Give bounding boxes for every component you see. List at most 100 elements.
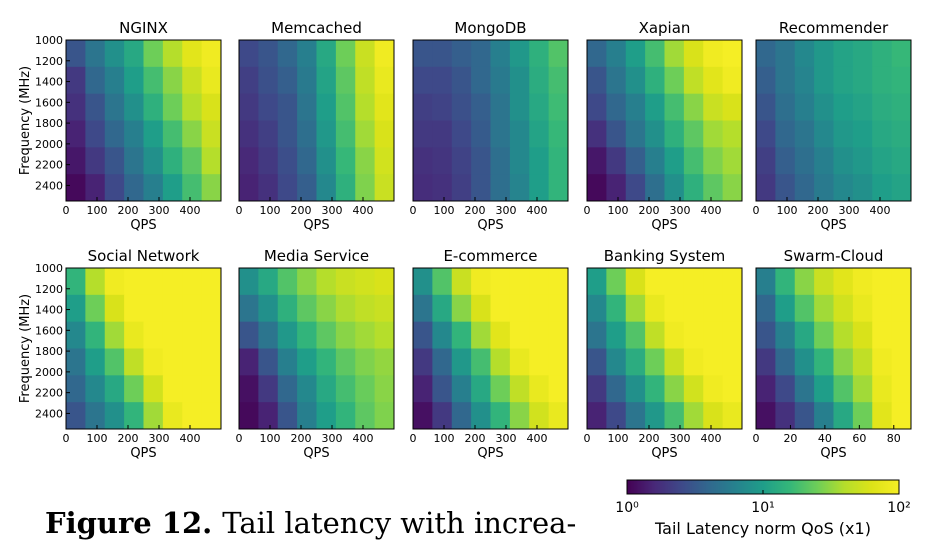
- heatmap-cell: [529, 268, 550, 296]
- heatmap-cell: [335, 174, 356, 202]
- heatmap-cell: [451, 268, 472, 296]
- heatmap-cell: [814, 294, 834, 323]
- x-tick-label: 200: [291, 204, 312, 217]
- heatmap-cell: [432, 174, 453, 202]
- y-tick-label: 2400: [35, 407, 63, 420]
- heatmap-cell: [756, 93, 776, 121]
- x-tick-label: 300: [670, 432, 691, 445]
- heatmap-cell: [625, 375, 646, 403]
- heatmap-cell: [645, 321, 665, 349]
- heatmap-cell: [833, 321, 854, 349]
- panel-title: E-commerce: [443, 247, 537, 265]
- heatmap-cell: [490, 321, 511, 349]
- heatmap-cell: [451, 66, 472, 95]
- heatmap-cell: [239, 294, 259, 323]
- heatmap-cell: [872, 40, 893, 68]
- x-axis-label: QPS: [303, 218, 329, 233]
- heatmap-cell: [335, 321, 356, 349]
- heatmap-cell: [258, 402, 279, 430]
- heatmap-cell: [664, 375, 685, 403]
- heatmap-cell: [162, 93, 183, 121]
- heatmap-cell: [490, 294, 511, 323]
- heatmap-cell: [529, 147, 550, 175]
- heatmap-cell: [722, 120, 743, 148]
- heatmap-cell: [548, 174, 569, 202]
- heatmap-cell: [625, 268, 646, 296]
- heatmap-cell: [645, 120, 665, 148]
- x-tick-label: 300: [496, 204, 517, 217]
- heatmap-cell: [182, 375, 203, 403]
- heatmap-cell: [182, 40, 203, 68]
- heatmap-cell: [664, 268, 685, 296]
- heatmap-cell: [104, 268, 125, 296]
- panel-title: Media Service: [264, 247, 369, 265]
- caption: Figure 12. Tail latency with increa-: [45, 506, 576, 540]
- heatmap-cell: [182, 174, 203, 202]
- heatmap-cell: [490, 93, 511, 121]
- heatmap-cell: [239, 375, 259, 403]
- heatmap-cell: [451, 375, 472, 403]
- heatmap-cell: [833, 147, 854, 175]
- heatmap-cell: [335, 147, 356, 175]
- x-tick-label: 0: [584, 204, 591, 217]
- heatmap-cell: [664, 120, 685, 148]
- heatmap-cell: [756, 120, 776, 148]
- heatmap-cell: [587, 120, 607, 148]
- heatmap-cell: [722, 268, 743, 296]
- x-tick-label: 0: [584, 432, 591, 445]
- heatmap-cell: [529, 375, 550, 403]
- heatmap-cell: [258, 120, 279, 148]
- heatmap-cell: [794, 268, 815, 296]
- heatmap-cell: [258, 174, 279, 202]
- heatmap-cell: [722, 93, 743, 121]
- heatmap-cell: [162, 174, 183, 202]
- plot-frame: [412, 39, 569, 202]
- x-tick-label: 0: [410, 432, 417, 445]
- heatmap-cell: [297, 294, 317, 323]
- heatmap-cell: [124, 120, 144, 148]
- heatmap-cell: [703, 268, 724, 296]
- heatmap-cell: [625, 120, 646, 148]
- heatmap-cell: [872, 402, 893, 430]
- heatmap-cell: [297, 268, 317, 296]
- heatmap-cell: [794, 66, 815, 95]
- heatmap-cell: [683, 93, 704, 121]
- x-tick-label: 200: [291, 432, 312, 445]
- heatmap-cell: [162, 120, 183, 148]
- plot-frame: [586, 39, 743, 202]
- heatmap-cell: [85, 93, 106, 121]
- heatmap-cell: [297, 375, 317, 403]
- heatmap-cell: [182, 268, 203, 296]
- panel-title: Swarm-Cloud: [784, 247, 884, 265]
- heatmap-cell: [277, 147, 298, 175]
- heatmap-cell: [182, 402, 203, 430]
- heatmap-cell: [703, 375, 724, 403]
- panel-title: Memcached: [271, 19, 362, 37]
- heatmap-cell: [374, 294, 395, 323]
- heatmap-cell: [775, 321, 796, 349]
- heatmap-cell: [794, 402, 815, 430]
- heatmap-cell: [814, 40, 834, 68]
- heatmap-cell: [794, 294, 815, 323]
- heatmap-cell: [852, 147, 873, 175]
- heatmap-cell: [335, 294, 356, 323]
- heatmap-cell: [587, 147, 607, 175]
- x-tick-label: 0: [236, 432, 243, 445]
- heatmap-cell: [297, 402, 317, 430]
- heatmap-cell: [201, 402, 222, 430]
- heatmap-cell: [775, 402, 796, 430]
- heatmap-cell: [297, 66, 317, 95]
- x-tick-label: 300: [149, 204, 170, 217]
- x-axis-label: QPS: [651, 218, 677, 233]
- heatmap-cell: [201, 147, 222, 175]
- heatmap-cell: [277, 66, 298, 95]
- heatmap-cell: [451, 321, 472, 349]
- heatmap-cell: [66, 174, 86, 202]
- heatmap-cell: [509, 268, 530, 296]
- heatmap-cell: [703, 66, 724, 95]
- x-tick-label: 200: [465, 204, 486, 217]
- heatmap-cell: [277, 40, 298, 68]
- x-tick-label: 100: [434, 432, 455, 445]
- heatmap-cell: [490, 375, 511, 403]
- heatmap-cell: [548, 93, 569, 121]
